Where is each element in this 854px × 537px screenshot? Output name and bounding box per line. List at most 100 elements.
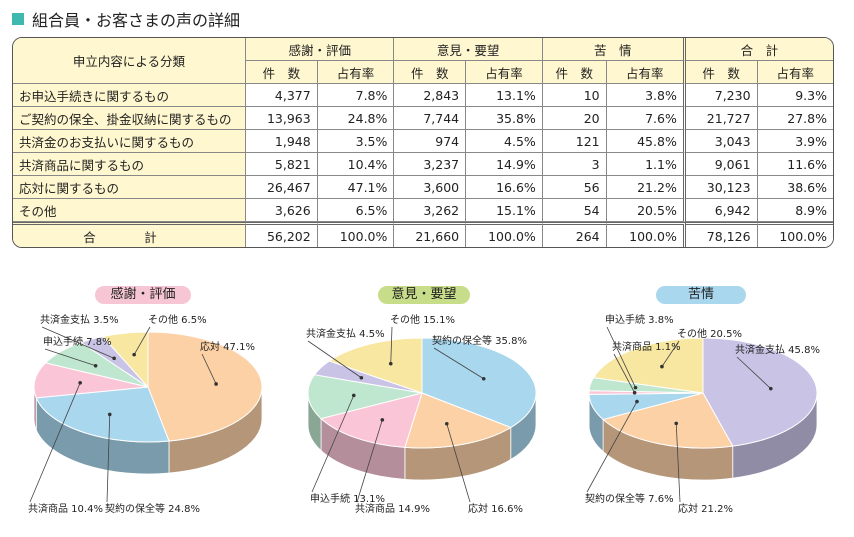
table-total-row: 合 計 56,202 100.0% 21,660 100.0% 264 100.0% 78,1… — [13, 222, 833, 247]
leader-line — [446, 423, 471, 503]
pie-slice-label: 申込手続 3.8% — [605, 313, 674, 326]
table-subheader-row: 件 数 占有率 件 数 占有率 件 数 占有率 件 数 占有率 — [13, 61, 833, 84]
row-cell: 11.6% — [757, 153, 833, 176]
subheader-count: 件 数 — [542, 61, 607, 84]
row-cell: 30,123 — [685, 176, 758, 199]
row-category: 共済商品に関するもの — [13, 153, 246, 176]
total-cell: 264 — [542, 222, 607, 247]
row-cell: 6.5% — [317, 199, 395, 222]
leader-line — [106, 414, 111, 503]
leader-line — [433, 347, 484, 380]
pie-title-opinions: 意見・要望 — [378, 286, 470, 304]
leader-line — [661, 340, 680, 367]
row-cell: 10 — [542, 84, 607, 107]
leader-dot — [132, 352, 136, 357]
row-cell: 54 — [542, 199, 607, 222]
subheader-share: 占有率 — [317, 61, 395, 84]
table-row: 共済商品に関するもの 5,821 10.4% 3,237 14.9% 3 1.1% 9,061… — [13, 153, 833, 176]
leader-dot — [632, 390, 637, 395]
subheader-share: 占有率 — [606, 61, 686, 84]
leader-line — [356, 419, 383, 503]
leader-dot — [214, 382, 218, 386]
pie-slice — [702, 337, 818, 447]
row-cell: 121 — [542, 130, 607, 153]
header-group-total: 合 計 — [685, 38, 833, 61]
pie-charts: 応対 47.1% 契約の保全等 24.8%共済商品 10.4% 申込手続 7.8% 共… — [28, 313, 820, 515]
pie-slice — [320, 392, 423, 448]
pie-slice — [592, 337, 704, 394]
header-group-opinions: 意見・要望 — [394, 38, 543, 61]
total-label: 合 計 — [13, 222, 246, 247]
leader-line — [586, 401, 638, 493]
pie-slice-label: 共済金支払 3.5% — [40, 313, 119, 326]
table-row: 共済金のお支払いに関するもの 1,948 3.5% 974 4.5% 121 45.8% 3,… — [13, 130, 833, 153]
subheader-count: 件 数 — [685, 61, 758, 84]
row-cell: 13,963 — [246, 107, 318, 130]
table-row: ご契約の保全、掛金収納に関するもの 13,963 24.8% 7,744 35.8% 20… — [13, 107, 833, 130]
row-cell: 20.5% — [606, 199, 686, 222]
row-cell: 6,942 — [685, 199, 758, 222]
row-cell: 4.5% — [466, 130, 543, 153]
pie-slice-label: 共済商品 1.1% — [612, 340, 681, 353]
pie-slice-label: その他 15.1% — [390, 313, 455, 326]
pie-slice — [147, 331, 263, 442]
row-cell: 3.8% — [606, 84, 686, 107]
row-category: ご契約の保全、掛金収納に関するもの — [13, 107, 246, 130]
row-cell: 24.8% — [317, 107, 395, 130]
row-cell: 3,600 — [394, 176, 467, 199]
row-cell: 3,626 — [246, 199, 318, 222]
subheader-count: 件 数 — [394, 61, 467, 84]
row-cell: 4,377 — [246, 84, 318, 107]
pie-slice-label: 契約の保全等 7.6% — [585, 492, 674, 505]
leader-line — [390, 326, 393, 364]
pie-slice-label: その他 20.5% — [677, 327, 742, 340]
pie-slice-label: 共済商品 14.9% — [355, 502, 430, 515]
row-category: お申込手続きに関するもの — [13, 84, 246, 107]
table-row: 応対に関するもの 26,467 47.1% 3,600 16.6% 56 21.2% 30,1… — [13, 176, 833, 199]
pie-chart-0: 応対 47.1% 契約の保全等 24.8%共済商品 10.4% 申込手続 7.8% 共… — [28, 313, 263, 515]
row-category: 応対に関するもの — [13, 176, 246, 199]
leader-dot — [107, 412, 112, 417]
row-cell: 7,744 — [394, 107, 467, 130]
pie-slice — [307, 374, 423, 420]
pie-chart-2: 共済金支払 45.8% 応対 21.2% 契約の保全等 7.6% 共済商品 1.1% 申… — [585, 313, 820, 515]
pie-slice-label: 申込手続 13.1% — [310, 492, 385, 505]
row-cell: 35.8% — [466, 107, 543, 130]
total-cell: 100.0% — [466, 222, 543, 247]
total-cell: 100.0% — [317, 222, 395, 247]
leader-line — [736, 356, 772, 389]
pie-slice — [101, 331, 149, 389]
row-cell: 2,843 — [394, 84, 467, 107]
leader-dot — [481, 376, 486, 381]
leader-dot — [93, 363, 98, 368]
row-cell: 15.1% — [466, 199, 543, 222]
row-cell: 8.9% — [757, 199, 833, 222]
page-header: 組合員・お客さまの声の詳細 — [12, 8, 240, 30]
pie-slice — [33, 362, 149, 399]
title-square-icon — [12, 13, 24, 25]
row-cell: 13.1% — [466, 84, 543, 107]
leader-line — [307, 340, 362, 379]
leader-line — [606, 326, 636, 388]
row-cell: 3,043 — [685, 130, 758, 153]
leader-dot — [444, 421, 449, 426]
leader-line — [675, 423, 681, 503]
total-cell: 21,660 — [394, 222, 467, 247]
leader-dot — [380, 418, 385, 422]
leader-dot — [660, 364, 664, 369]
pie-chart-1: 契約の保全等 35.8% 応対 16.6% 共済商品 14.9%申込手続 13.1%… — [306, 313, 537, 515]
row-cell: 3 — [542, 153, 607, 176]
header-group-thanks: 感謝・評価 — [246, 38, 395, 61]
row-cell: 45.8% — [606, 130, 686, 153]
pie-slice — [404, 392, 512, 449]
row-cell: 7.8% — [317, 84, 395, 107]
pie-title-thanks: 感謝・評価 — [95, 286, 191, 304]
pie-slice-label: 契約の保全等 24.8% — [105, 502, 200, 515]
row-category: 共済金のお支払いに関するもの — [13, 130, 246, 153]
pie-slice-label: その他 6.5% — [148, 313, 207, 326]
row-cell: 20 — [542, 107, 607, 130]
leader-dot — [388, 361, 393, 366]
subheader-count: 件 数 — [246, 61, 318, 84]
leader-line — [44, 348, 96, 367]
table-row: お申込手続きに関するもの 4,377 7.8% 2,843 13.1% 10 3.8% 7,2… — [13, 84, 833, 107]
